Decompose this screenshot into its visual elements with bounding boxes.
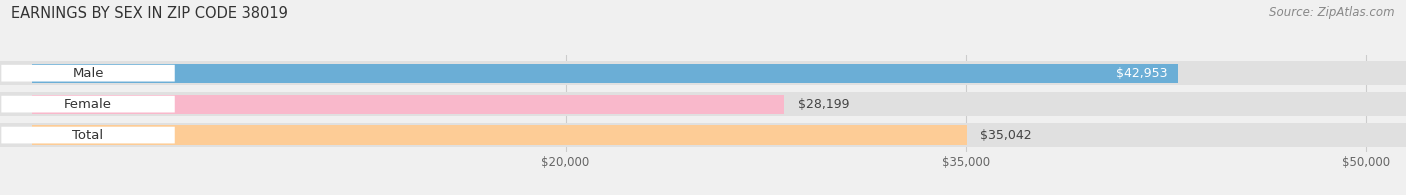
Bar bbox=[32, 95, 785, 114]
Bar bbox=[32, 125, 967, 145]
Bar bbox=[0, 123, 1406, 147]
FancyBboxPatch shape bbox=[1, 65, 174, 82]
FancyBboxPatch shape bbox=[1, 96, 174, 113]
Bar bbox=[32, 64, 1178, 83]
Text: Female: Female bbox=[65, 98, 112, 111]
Text: $42,953: $42,953 bbox=[1116, 67, 1167, 80]
Text: Source: ZipAtlas.com: Source: ZipAtlas.com bbox=[1270, 6, 1395, 19]
Text: $28,199: $28,199 bbox=[797, 98, 849, 111]
Text: $35,042: $35,042 bbox=[980, 129, 1032, 142]
Bar bbox=[0, 92, 1406, 116]
FancyBboxPatch shape bbox=[1, 127, 174, 144]
Text: EARNINGS BY SEX IN ZIP CODE 38019: EARNINGS BY SEX IN ZIP CODE 38019 bbox=[11, 6, 288, 21]
Bar bbox=[0, 61, 1406, 85]
Text: Total: Total bbox=[73, 129, 104, 142]
Text: Male: Male bbox=[72, 67, 104, 80]
